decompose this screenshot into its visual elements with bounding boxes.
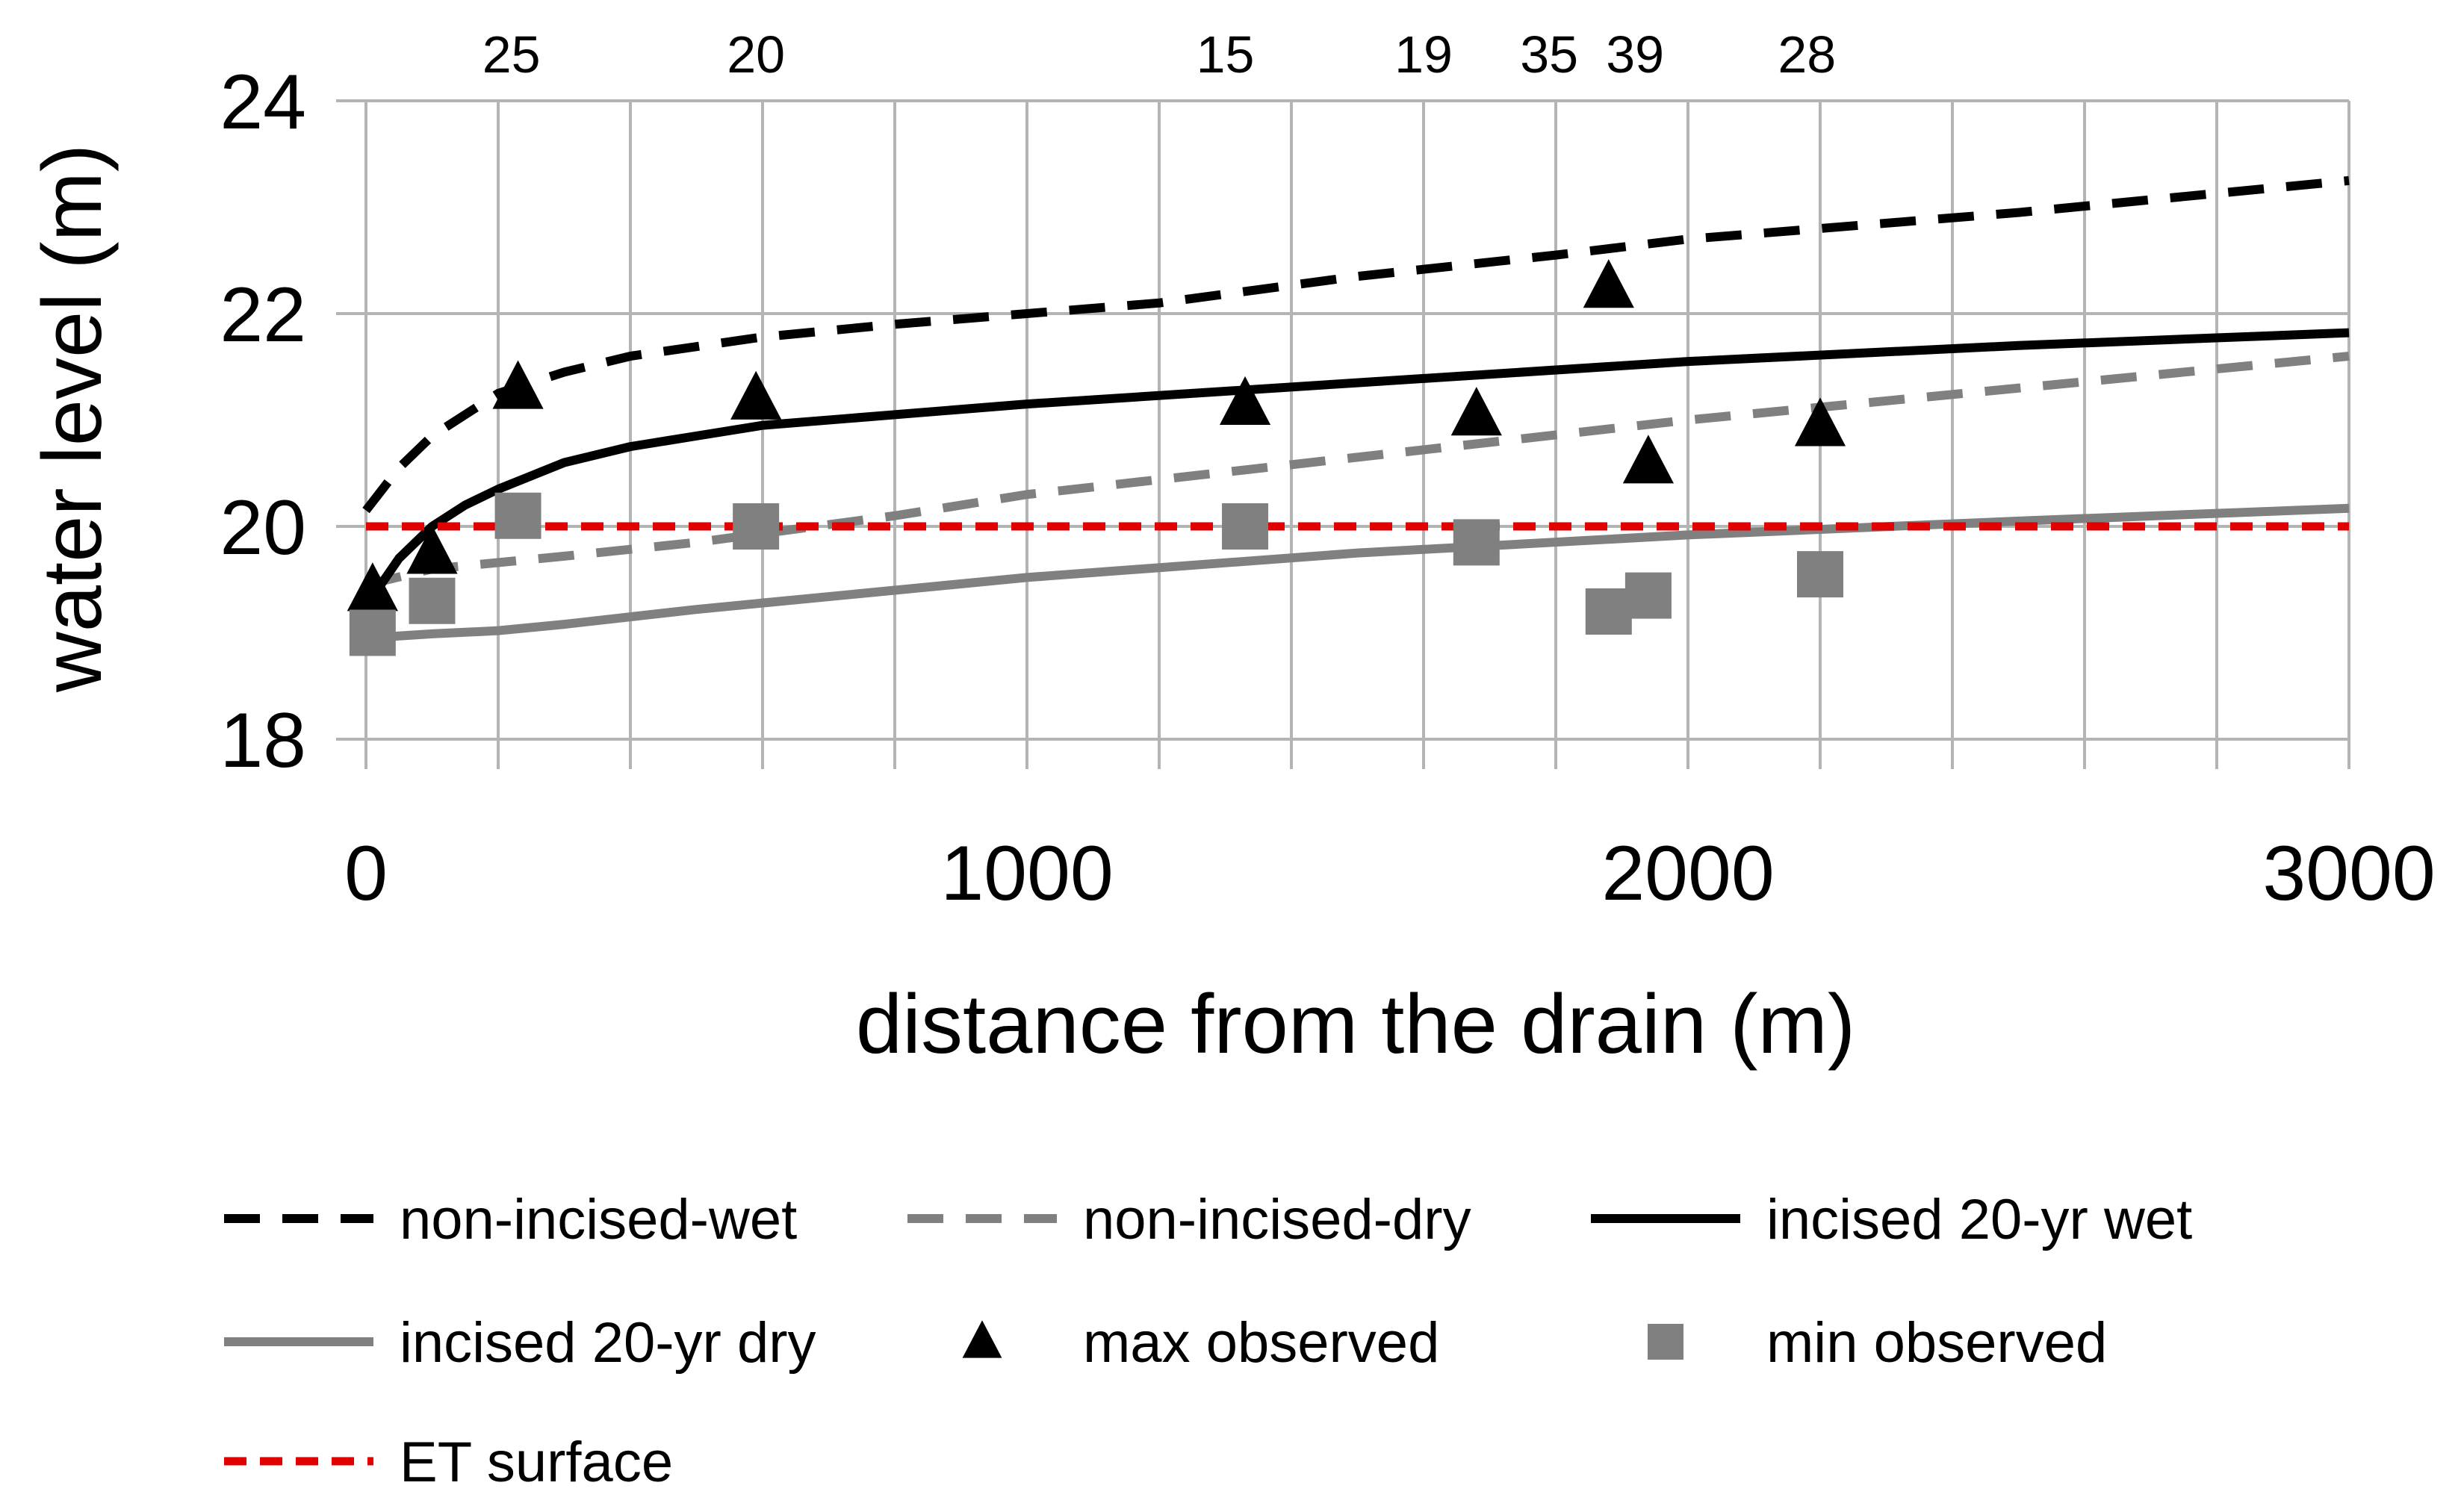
min-observed-point xyxy=(1453,519,1500,566)
series-line-incised-20-yr-dry xyxy=(365,503,2350,643)
legend: non-incised-wet non-incised-dry incised 20… xyxy=(224,1188,2192,1494)
top-annotation-label: 20 xyxy=(727,25,785,84)
max-observed-point xyxy=(1622,435,1674,484)
legend-item-incised-20-yr-dry: incised 20-yr dry xyxy=(224,1311,816,1375)
x-tick-label: 0 xyxy=(344,830,388,917)
top-annotation-label: 28 xyxy=(1778,25,1836,84)
legend-item-min-observed: min observed xyxy=(1648,1311,2107,1375)
legend-label: incised 20-yr dry xyxy=(400,1311,816,1375)
min-observed-point xyxy=(1797,551,1843,598)
legend-swatch xyxy=(1648,1324,1683,1360)
series-markers xyxy=(347,259,1846,656)
legend-label: incised 20-yr wet xyxy=(1766,1188,2192,1251)
legend-label: ET surface xyxy=(400,1431,673,1494)
top-annotation-label: 19 xyxy=(1394,25,1453,84)
max-observed-point xyxy=(1794,397,1846,447)
top-annotation-label: 25 xyxy=(482,25,541,84)
max-observed-point xyxy=(1583,259,1634,308)
series-line-non-incised-wet xyxy=(362,175,2350,514)
max-observed-point xyxy=(406,525,458,574)
max-observed-point xyxy=(730,370,782,420)
x-tick-label: 1000 xyxy=(940,830,1113,917)
legend-item-et-surface: ET surface xyxy=(224,1431,673,1494)
min-observed-point xyxy=(409,577,456,624)
legend-item-max-observed: max observed xyxy=(962,1311,1439,1375)
y-tick-label: 20 xyxy=(220,485,306,571)
max-observed-point xyxy=(1450,387,1502,436)
top-annotation-label: 15 xyxy=(1197,25,1255,84)
x-tick-label: 2000 xyxy=(1601,830,1774,917)
legend-item-non-incised-wet: non-incised-wet xyxy=(224,1188,797,1251)
legend-item-non-incised-dry: non-incised-dry xyxy=(907,1188,1471,1251)
min-observed-point xyxy=(733,503,780,550)
max-observed-point xyxy=(347,562,398,612)
min-observed-point xyxy=(349,609,396,656)
y-axis-title: water level (m) xyxy=(25,144,119,693)
x-tick-label: 3000 xyxy=(2262,830,2435,917)
y-tick-label: 24 xyxy=(220,59,306,146)
max-observed-point xyxy=(1219,376,1271,426)
top-annotations: 25 20 15 19 35 39 28 xyxy=(482,25,1836,84)
x-axis-title: distance from the drain (m) xyxy=(856,977,1855,1071)
top-annotation-label: 35 xyxy=(1520,25,1578,84)
min-observed-point xyxy=(1222,503,1269,550)
legend-item-incised-20-yr-wet: incised 20-yr wet xyxy=(1591,1188,2192,1251)
series-line-non-incised-dry xyxy=(364,352,2350,590)
tick-labels: 0 1000 2000 3000 18 20 22 24 xyxy=(220,59,2435,917)
series-line-incised-20-yr-wet xyxy=(362,328,2350,609)
min-observed-point xyxy=(1585,588,1632,635)
top-annotation-label: 39 xyxy=(1606,25,1664,84)
series-lines xyxy=(362,175,2350,643)
grid xyxy=(336,99,2350,769)
legend-label: non-incised-wet xyxy=(400,1188,797,1251)
legend-label: min observed xyxy=(1766,1311,2107,1375)
max-observed-point xyxy=(492,360,544,409)
min-observed-point xyxy=(494,492,541,539)
y-tick-label: 22 xyxy=(220,272,306,358)
legend-label: max observed xyxy=(1083,1311,1439,1375)
legend-swatch xyxy=(962,1320,1002,1358)
legend-label: non-incised-dry xyxy=(1083,1188,1471,1251)
y-tick-label: 18 xyxy=(220,697,306,784)
min-observed-point xyxy=(1624,572,1672,619)
